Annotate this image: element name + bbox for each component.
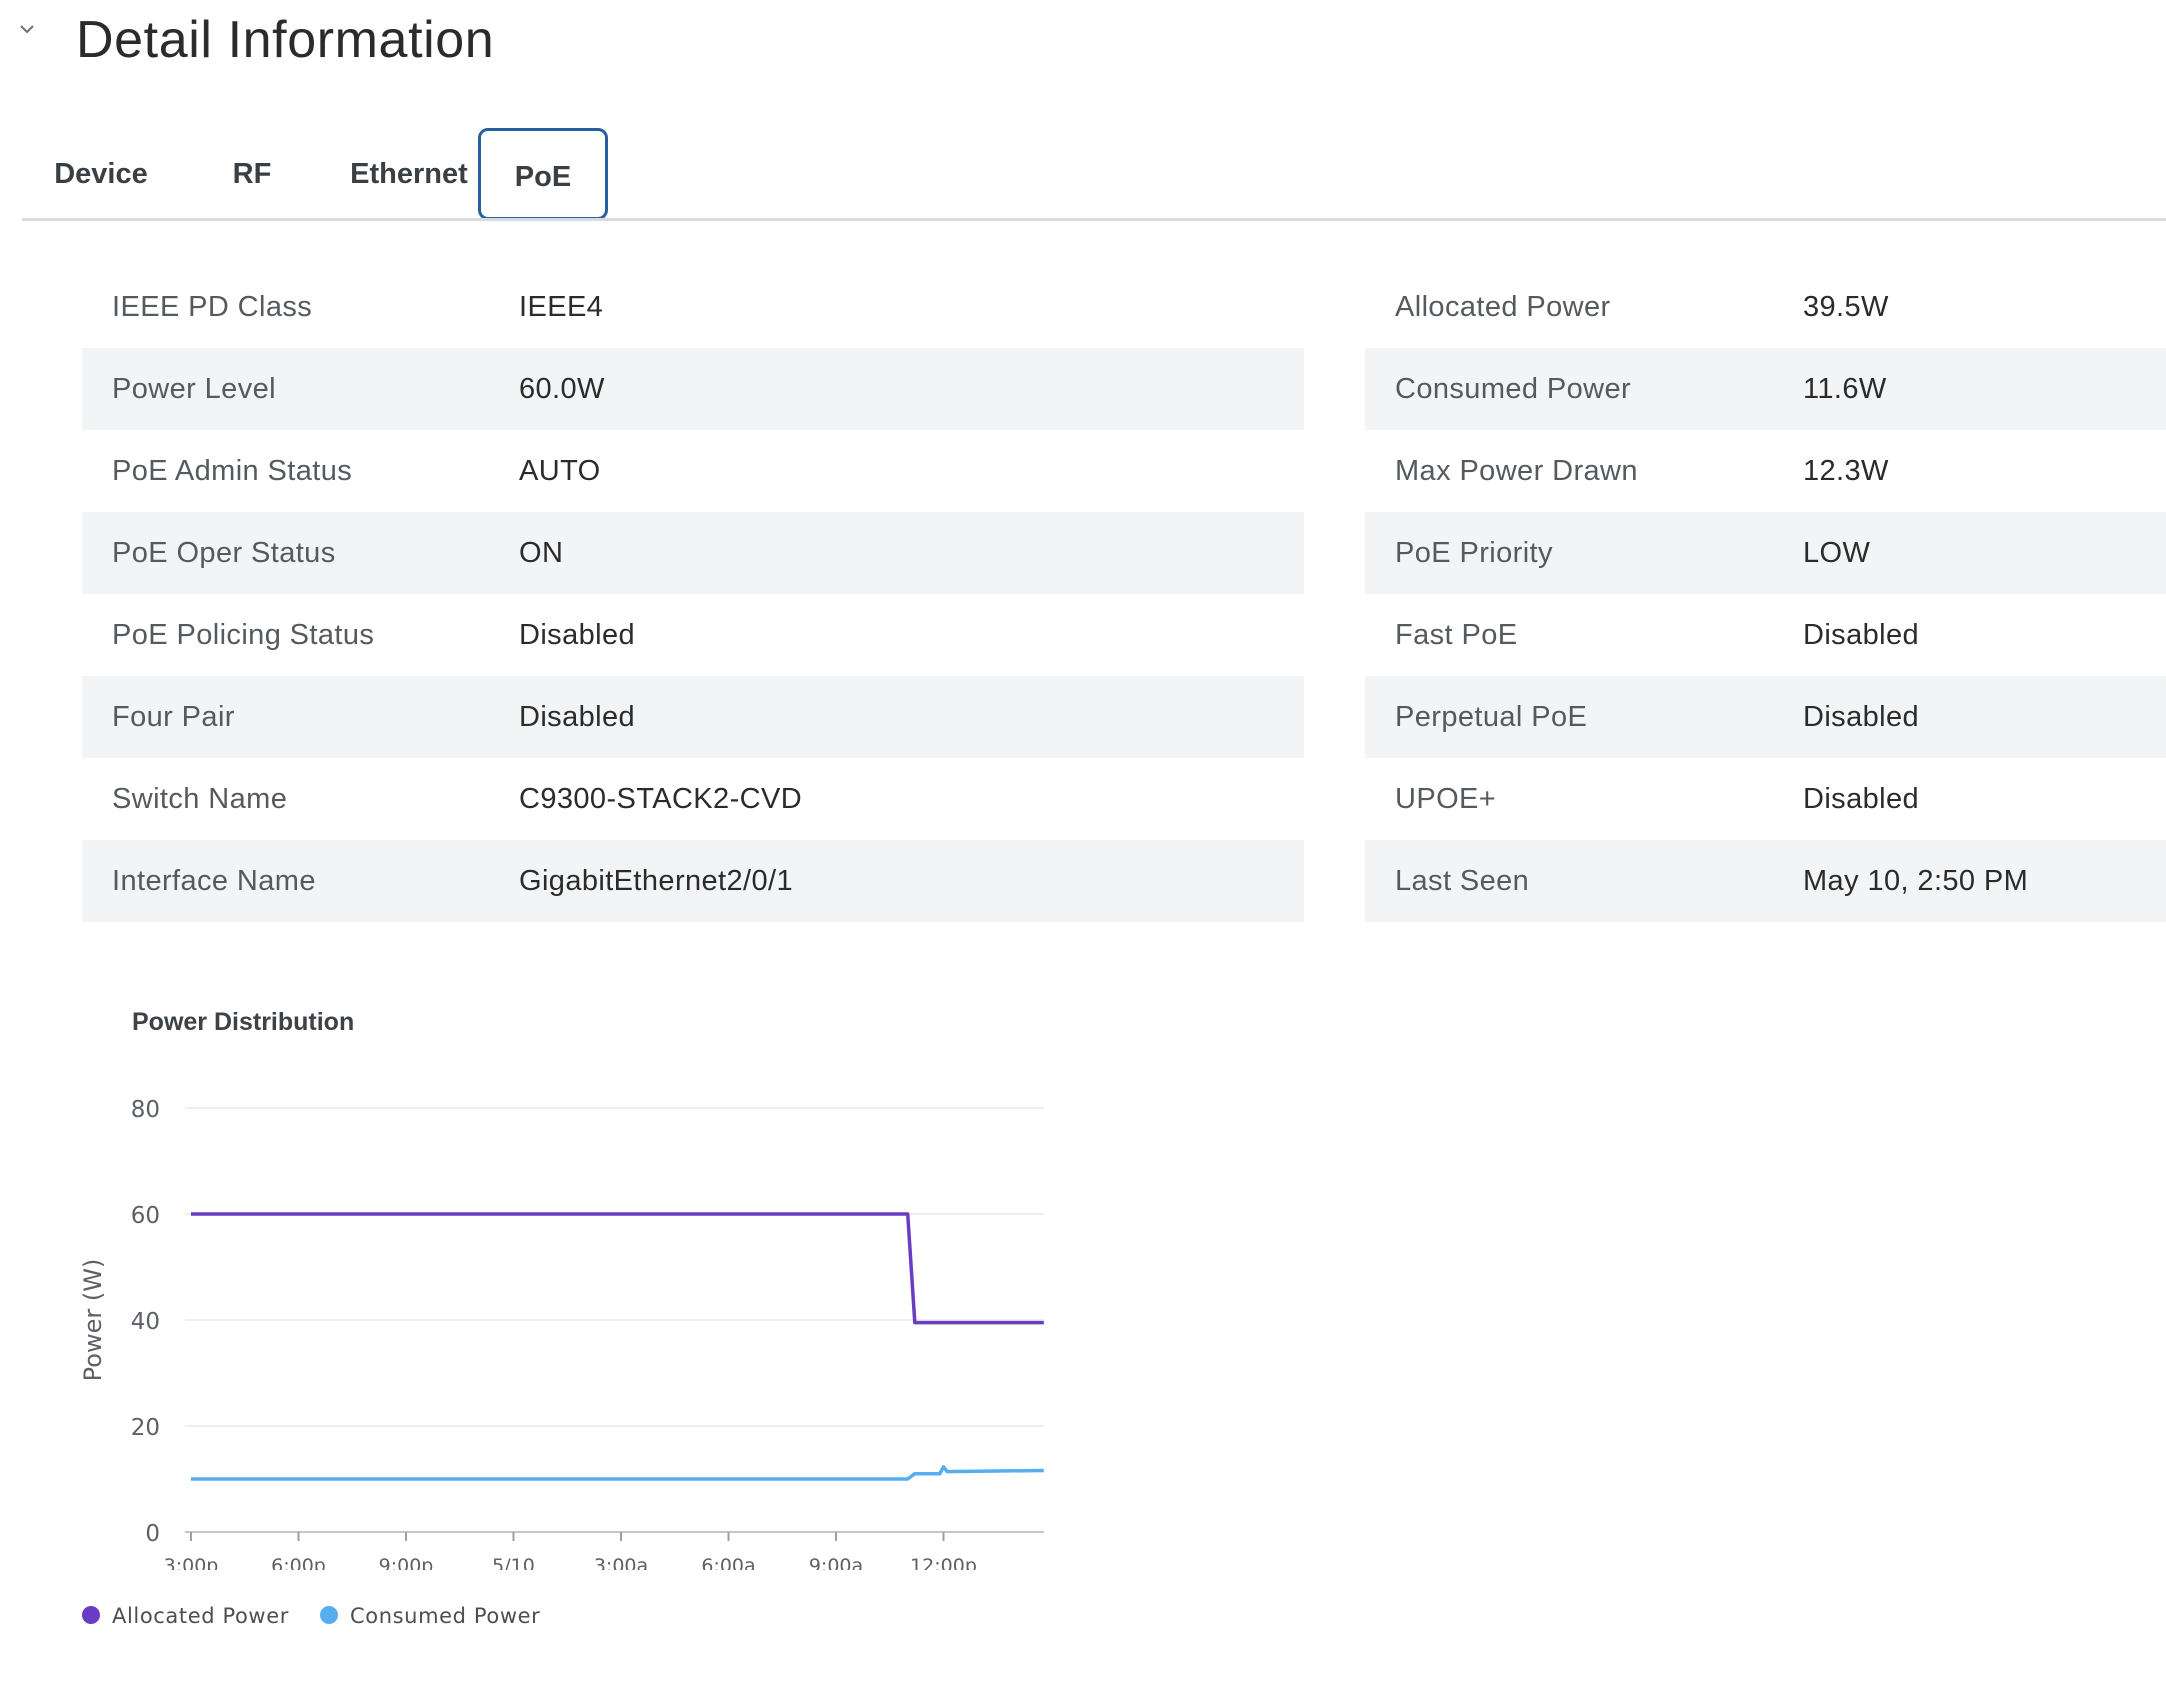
detail-label: IEEE PD Class (112, 291, 313, 323)
detail-value: 12.3W (1803, 455, 1889, 487)
x-tick-label: 3:00p (164, 1555, 219, 1570)
detail-label: Four Pair (112, 701, 235, 733)
tab-poe[interactable]: PoE (478, 128, 608, 220)
tab-device[interactable]: Device (54, 158, 148, 190)
x-tick-label: 6:00a (701, 1555, 755, 1570)
detail-row-max-power-drawn: Max Power Drawn 12.3W (1365, 430, 2166, 512)
legend-item-consumed[interactable]: Consumed Power (320, 1598, 560, 1634)
detail-label: Last Seen (1395, 865, 1530, 897)
detail-label: Perpetual PoE (1395, 701, 1588, 733)
detail-row-ieee-pd-class: IEEE PD Class IEEE4 (82, 266, 1304, 348)
series-line-consumed-power (191, 1465, 1044, 1481)
detail-value: GigabitEthernet2/0/1 (519, 865, 794, 897)
chart-title: Power Distribution (132, 1008, 355, 1036)
power-distribution-chart: 0 20 40 60 80 3:00p 6:00p 9:00p 5/10 3:00a 6:00a 9:… (79, 1097, 1044, 1570)
detail-row-switch-name: Switch Name C9300-STACK2-CVD (82, 758, 1304, 840)
detail-row-poe-policing-status: PoE Policing Status Disabled (82, 594, 1304, 676)
detail-label: UPOE+ (1395, 783, 1497, 815)
detail-value: ON (519, 537, 564, 569)
detail-value: 39.5W (1803, 291, 1889, 323)
detail-value: Disabled (1803, 783, 1920, 815)
x-tick-label: 9:00a (809, 1555, 863, 1570)
detail-row-last-seen: Last Seen May 10, 2:50 PM (1365, 840, 2166, 922)
poe-details-right: Allocated Power 39.5W Consumed Power 11.… (1365, 266, 2166, 922)
poe-details-left: IEEE PD Class IEEE4 Power Level 60.0W Po… (82, 266, 1304, 922)
detail-label: PoE Priority (1395, 537, 1553, 569)
y-axis-label: Power (W) (79, 1259, 107, 1382)
detail-value: Disabled (519, 701, 636, 733)
legend-dot-allocated (82, 1606, 100, 1624)
series-line-allocated-power (191, 1212, 1044, 1325)
detail-value: May 10, 2:50 PM (1803, 865, 2029, 897)
detail-label: Switch Name (112, 783, 288, 815)
detail-label: Interface Name (112, 865, 316, 897)
detail-value: LOW (1803, 537, 1871, 569)
detail-row-fast-poe: Fast PoE Disabled (1365, 594, 2166, 676)
detail-label: Max Power Drawn (1395, 455, 1638, 487)
detail-label: Power Level (112, 373, 276, 405)
detail-label: Allocated Power (1395, 291, 1611, 323)
chevron-down-icon[interactable] (16, 18, 38, 40)
legend-label: Allocated Power (112, 1604, 289, 1628)
page-title: Detail Information (76, 11, 495, 69)
detail-value: AUTO (519, 455, 601, 487)
legend-dot-consumed (320, 1606, 338, 1624)
detail-value: Disabled (1803, 619, 1920, 651)
detail-row-poe-oper-status: PoE Oper Status ON (82, 512, 1304, 594)
y-tick-label: 0 (145, 1521, 160, 1547)
y-tick-label: 60 (131, 1203, 160, 1229)
detail-label: Fast PoE (1395, 619, 1518, 651)
x-tick-label: 9:00p (379, 1555, 434, 1570)
tab-ethernet[interactable]: Ethernet (350, 158, 468, 190)
detail-row-upoe-plus: UPOE+ Disabled (1365, 758, 2166, 840)
x-tick-label: 5/10 (492, 1555, 535, 1570)
legend-label: Consumed Power (350, 1604, 541, 1628)
section-header: Detail Information (0, 0, 2166, 100)
detail-value: 60.0W (519, 373, 605, 405)
detail-row-interface-name: Interface Name GigabitEthernet2/0/1 (82, 840, 1304, 922)
detail-label: PoE Admin Status (112, 455, 353, 487)
y-tick-label: 40 (131, 1309, 160, 1335)
detail-row-power-level: Power Level 60.0W (82, 348, 1304, 430)
detail-row-allocated-power: Allocated Power 39.5W (1365, 266, 2166, 348)
x-tick-label: 12:00p (910, 1555, 977, 1570)
detail-row-four-pair: Four Pair Disabled (82, 676, 1304, 758)
detail-row-perpetual-poe: Perpetual PoE Disabled (1365, 676, 2166, 758)
y-tick-label: 20 (131, 1415, 160, 1441)
detail-row-poe-priority: PoE Priority LOW (1365, 512, 2166, 594)
detail-row-poe-admin-status: PoE Admin Status AUTO (82, 430, 1304, 512)
detail-value: 11.6W (1803, 373, 1887, 405)
tab-rf[interactable]: RF (232, 158, 272, 190)
x-tick-label: 3:00a (594, 1555, 648, 1570)
legend-item-allocated[interactable]: Allocated Power (82, 1598, 292, 1634)
detail-value: Disabled (1803, 701, 1920, 733)
detail-label: PoE Oper Status (112, 537, 336, 569)
detail-label: PoE Policing Status (112, 619, 375, 651)
detail-label: Consumed Power (1395, 373, 1632, 405)
detail-value: C9300-STACK2-CVD (519, 783, 803, 815)
detail-value: Disabled (519, 619, 636, 651)
detail-value: IEEE4 (519, 291, 604, 323)
y-tick-label: 80 (131, 1097, 160, 1123)
x-tick-label: 6:00p (271, 1555, 326, 1570)
tab-divider (22, 218, 2166, 221)
detail-row-consumed-power: Consumed Power 11.6W (1365, 348, 2166, 430)
